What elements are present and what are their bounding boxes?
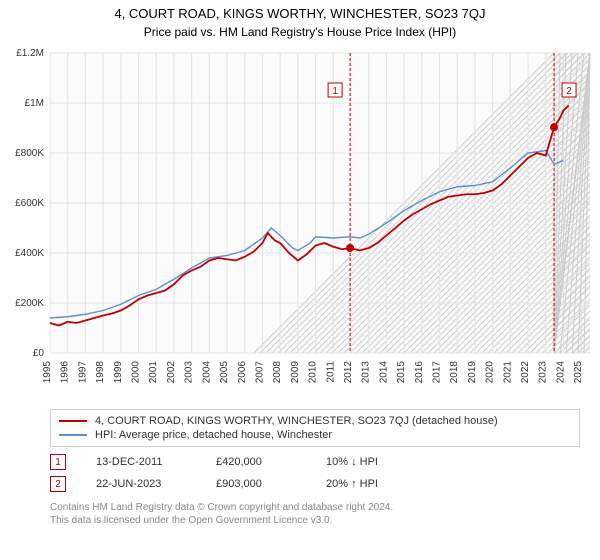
svg-text:2014: 2014 — [378, 361, 389, 384]
svg-text:1998: 1998 — [95, 361, 106, 384]
chart-subtitle: Price paid vs. HM Land Registry's House … — [0, 21, 600, 43]
svg-text:1: 1 — [332, 86, 338, 97]
svg-text:2002: 2002 — [166, 361, 177, 384]
chart-svg: £0 £200K £400K £600K £800K £1M £1.2M 1995 1996 19… — [0, 43, 600, 403]
svg-text:2: 2 — [566, 86, 572, 97]
svg-text:2005: 2005 — [219, 361, 230, 384]
chart-plot-area: £0 £200K £400K £600K £800K £1M £1.2M 1995 1996 19… — [0, 43, 600, 403]
svg-text:£0: £0 — [33, 348, 45, 359]
footer-line-1: Contains HM Land Registry data © Crown c… — [50, 501, 580, 514]
legend-label: HPI: Average price, detached house, Winc… — [95, 429, 332, 441]
marker-row: 1 13-DEC-2011 £420,000 10% ↓ HPI — [50, 451, 580, 473]
svg-text:2015: 2015 — [396, 361, 407, 384]
svg-text:2025: 2025 — [573, 361, 584, 384]
legend-swatch — [59, 420, 87, 422]
marker-row: 2 22-JUN-2023 £903,000 20% ↑ HPI — [50, 473, 580, 495]
svg-text:2021: 2021 — [502, 361, 513, 384]
svg-text:2019: 2019 — [467, 361, 478, 384]
svg-text:1995: 1995 — [42, 361, 53, 384]
svg-text:2008: 2008 — [272, 361, 283, 384]
svg-text:2022: 2022 — [520, 361, 531, 384]
svg-text:1997: 1997 — [77, 361, 88, 384]
legend-row: HPI: Average price, detached house, Winc… — [59, 428, 571, 442]
svg-text:£400K: £400K — [15, 248, 44, 259]
svg-text:£200K: £200K — [15, 298, 44, 309]
marker-date: 13-DEC-2011 — [96, 456, 186, 468]
marker-table: 1 13-DEC-2011 £420,000 10% ↓ HPI 2 22-JUN-202… — [50, 451, 580, 495]
marker-change: 10% ↓ HPI — [326, 456, 416, 468]
svg-text:2020: 2020 — [485, 361, 496, 384]
marker-price: £420,000 — [216, 456, 296, 468]
svg-text:2004: 2004 — [201, 361, 212, 384]
legend: 4, COURT ROAD, KINGS WORTHY, WINCHESTER,… — [50, 409, 580, 447]
legend-label: 4, COURT ROAD, KINGS WORTHY, WINCHESTER,… — [95, 415, 498, 427]
svg-text:2013: 2013 — [361, 361, 372, 384]
legend-swatch — [59, 434, 87, 436]
svg-text:2003: 2003 — [184, 361, 195, 384]
marker-badge: 2 — [50, 476, 66, 492]
svg-text:2007: 2007 — [254, 361, 265, 384]
chart-title: 4, COURT ROAD, KINGS WORTHY, WINCHESTER,… — [0, 0, 600, 21]
marker-date: 22-JUN-2023 — [96, 478, 186, 490]
svg-text:2000: 2000 — [131, 361, 142, 384]
svg-text:2011: 2011 — [325, 361, 336, 383]
chart-container: 4, COURT ROAD, KINGS WORTHY, WINCHESTER,… — [0, 0, 600, 560]
marker-change: 20% ↑ HPI — [326, 478, 416, 490]
footer-attribution: Contains HM Land Registry data © Crown c… — [50, 501, 580, 527]
svg-text:£800K: £800K — [15, 148, 44, 159]
svg-text:2010: 2010 — [308, 361, 319, 384]
svg-text:£1.2M: £1.2M — [16, 48, 44, 59]
marker-price: £903,000 — [216, 478, 296, 490]
svg-text:£1M: £1M — [25, 98, 44, 109]
svg-text:2009: 2009 — [290, 361, 301, 384]
svg-text:2017: 2017 — [432, 361, 443, 384]
footer-line-2: This data is licensed under the Open Gov… — [50, 514, 580, 527]
svg-text:1999: 1999 — [113, 361, 124, 384]
svg-text:2023: 2023 — [538, 361, 549, 384]
svg-text:2001: 2001 — [148, 361, 159, 384]
svg-text:£600K: £600K — [15, 198, 44, 209]
svg-text:2006: 2006 — [237, 361, 248, 384]
svg-text:2016: 2016 — [414, 361, 425, 384]
svg-text:2018: 2018 — [449, 361, 460, 384]
svg-text:2012: 2012 — [343, 361, 354, 384]
marker-badge: 1 — [50, 454, 66, 470]
legend-row: 4, COURT ROAD, KINGS WORTHY, WINCHESTER,… — [59, 414, 571, 428]
svg-text:1996: 1996 — [60, 361, 71, 384]
svg-text:2024: 2024 — [555, 361, 566, 384]
